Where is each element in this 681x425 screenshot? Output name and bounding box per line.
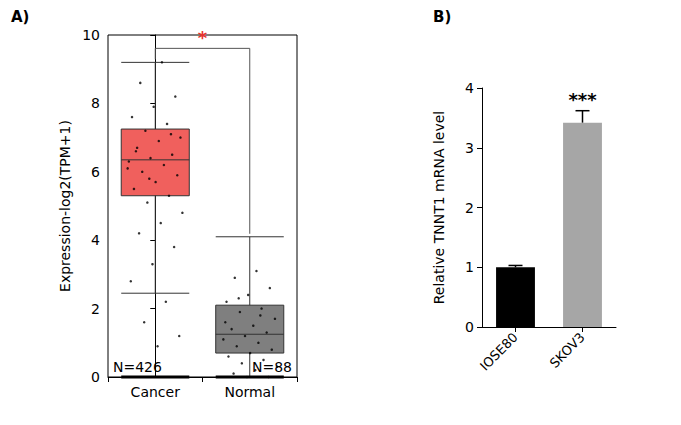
svg-text:8: 8 [91,95,100,111]
svg-text:6: 6 [91,164,100,180]
svg-text:Expression-log2(TPM+1): Expression-log2(TPM+1) [57,120,73,292]
svg-text:SKOV3: SKOV3 [547,330,588,371]
svg-text:A): A) [11,8,29,26]
svg-text:***: *** [568,89,597,110]
svg-text:1: 1 [465,259,474,275]
svg-text:3: 3 [465,140,474,156]
svg-text:0: 0 [465,319,474,335]
svg-text:N=88: N=88 [252,359,292,375]
svg-text:4: 4 [465,80,474,96]
svg-text:0: 0 [91,369,100,385]
svg-text:Relative TNNT1 mRNA level: Relative TNNT1 mRNA level [431,111,447,304]
svg-text:Normal: Normal [224,384,275,400]
svg-text:*: * [198,27,208,48]
svg-text:IOSE80: IOSE80 [477,330,521,374]
svg-text:2: 2 [465,200,474,216]
svg-text:N=426: N=426 [113,359,162,375]
svg-text:4: 4 [91,232,100,248]
svg-text:10: 10 [82,27,100,43]
svg-text:B): B) [433,8,451,26]
svg-text:2: 2 [91,301,100,317]
svg-text:Cancer: Cancer [131,384,181,400]
